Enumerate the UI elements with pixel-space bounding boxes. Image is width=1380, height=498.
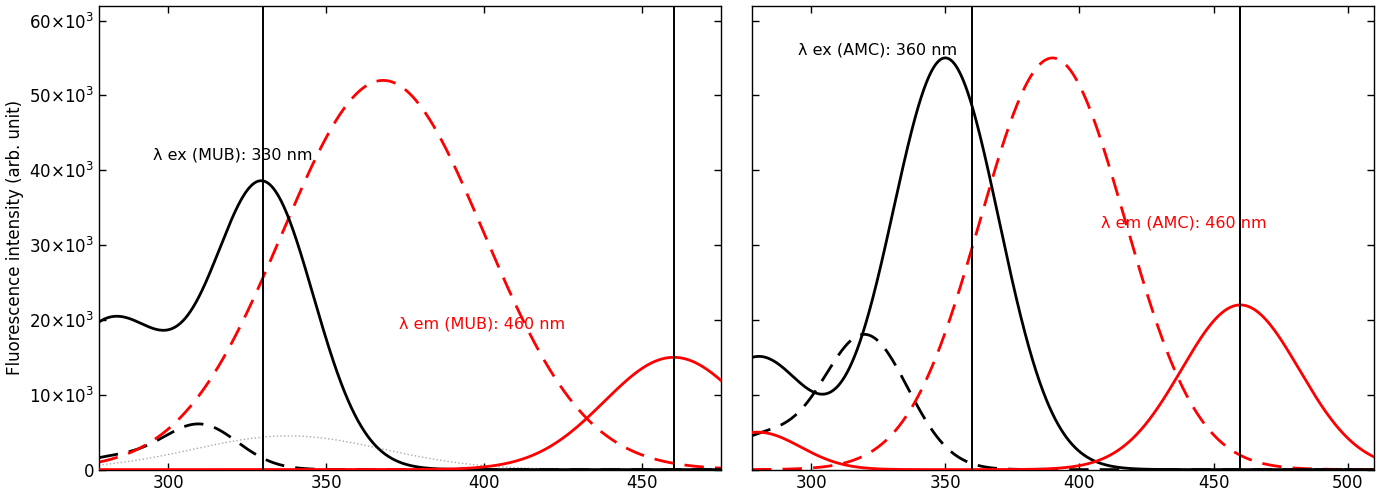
Text: λ ex (AMC): 360 nm: λ ex (AMC): 360 nm (798, 43, 956, 58)
Text: λ ex (MUB): 330 nm: λ ex (MUB): 330 nm (153, 148, 312, 163)
Text: λ em (AMC): 460 nm: λ em (AMC): 460 nm (1101, 215, 1267, 230)
Y-axis label: Fluorescence intensity (arb. unit): Fluorescence intensity (arb. unit) (6, 100, 23, 375)
Text: λ em (MUB): 460 nm: λ em (MUB): 460 nm (399, 316, 564, 331)
